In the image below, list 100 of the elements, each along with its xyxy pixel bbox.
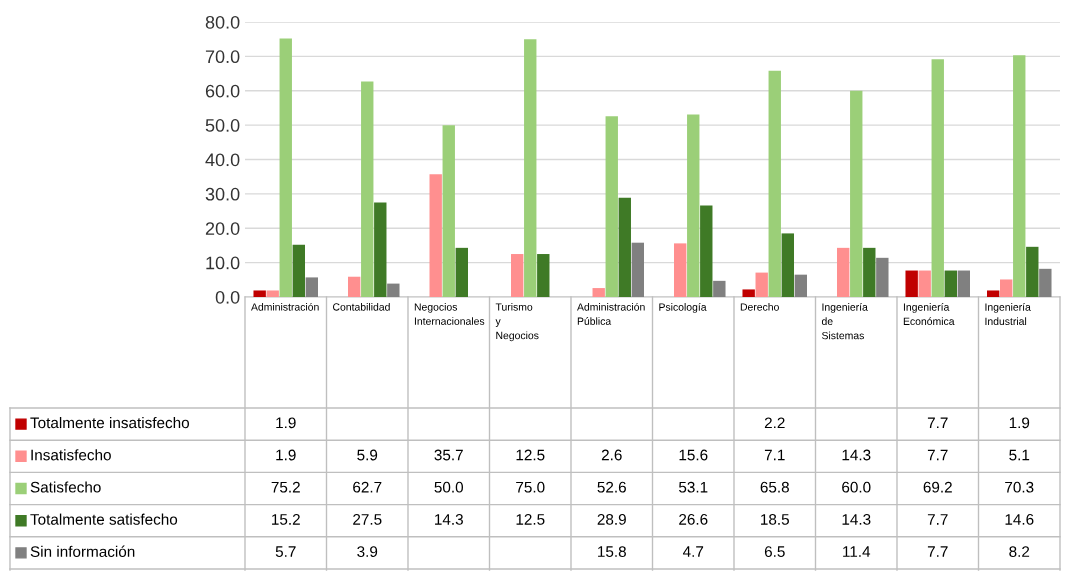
bar (1013, 55, 1026, 297)
bar (1026, 246, 1039, 297)
data-label: 14.6 (1005, 513, 1034, 525)
data-label: 14.3 (842, 513, 871, 525)
data-label: 2.2 (764, 417, 785, 429)
data-label: 62.7 (353, 481, 382, 493)
data-label: 52.6 (597, 481, 626, 493)
bar (781, 233, 794, 297)
bar (863, 247, 876, 297)
x-tick-label: Derecho (740, 303, 779, 311)
bar (631, 242, 645, 297)
data-label: 4.7 (682, 546, 704, 557)
data-label: 60.0 (842, 481, 871, 493)
data-label: 1.9 (276, 417, 296, 429)
data-label: 75.2 (271, 481, 300, 493)
bar (266, 290, 279, 297)
bar (876, 257, 889, 297)
data-label: 15.8 (598, 546, 626, 557)
data-label: 65.8 (760, 481, 789, 493)
bar (374, 202, 387, 297)
legend-label: Insatisfecho (31, 449, 111, 461)
bar (429, 174, 442, 297)
data-label: 7.1 (764, 449, 785, 461)
bar (918, 270, 931, 297)
x-tick-label: Ingeniería de Sistemas (821, 303, 868, 340)
bar (755, 272, 768, 297)
data-label: 70.3 (1005, 481, 1034, 493)
legend-label: Totalmente satisfecho (30, 513, 178, 525)
bar (348, 276, 361, 297)
bar (905, 270, 918, 297)
x-tick-label: Negocios Internacionales (414, 303, 485, 325)
bar (1000, 279, 1013, 297)
y-tick-label: 80.0 (205, 15, 240, 29)
bar (931, 59, 944, 297)
data-label: 35.7 (434, 449, 463, 461)
bar (511, 254, 524, 297)
data-label: 53.1 (679, 481, 708, 493)
data-label: 5.9 (357, 449, 378, 461)
bar (618, 197, 631, 297)
bar (361, 81, 374, 297)
bar (986, 290, 1000, 297)
data-label: 7.7 (927, 546, 948, 557)
bar (605, 116, 618, 297)
data-label: 7.7 (927, 449, 948, 461)
bar (742, 289, 755, 297)
data-label: 12.5 (516, 449, 545, 461)
x-tick-label: Ingeniería Industrial (985, 303, 1031, 326)
data-label: 75.0 (516, 481, 545, 493)
data-label: 5.1 (1009, 449, 1030, 461)
y-tick-label: 20.0 (205, 222, 240, 235)
bar (768, 70, 781, 297)
x-tick-label: Administración (251, 302, 319, 311)
data-label: 7.7 (927, 514, 948, 525)
data-label: 1.9 (1009, 417, 1030, 429)
data-label: 6.5 (764, 546, 785, 557)
bar (253, 290, 266, 297)
data-label: 14.3 (842, 449, 871, 461)
x-tick-label: Contabilidad (333, 303, 390, 311)
legend-label: Sin información (30, 545, 135, 557)
bar (592, 288, 605, 297)
data-label: 11.4 (843, 546, 871, 557)
data-label: 7.7 (927, 417, 948, 429)
data-label: 15.6 (679, 449, 708, 461)
bar (537, 254, 550, 297)
bar (279, 38, 292, 297)
data-label: 15.2 (272, 513, 300, 525)
bar (687, 114, 700, 297)
y-tick-label: 40.0 (205, 153, 240, 167)
bar (850, 90, 863, 297)
bar (957, 270, 971, 297)
bar (524, 39, 537, 297)
bar (387, 283, 400, 297)
bar (713, 280, 726, 297)
y-tick-label: 50.0 (205, 119, 240, 132)
bar (700, 205, 713, 297)
data-label: 18.5 (761, 513, 789, 525)
bar (794, 274, 808, 297)
legend-label: Totalmente insatisfecho (30, 416, 190, 429)
data-label: 26.6 (679, 513, 708, 525)
bar (442, 125, 455, 297)
y-tick-label: 0.0 (215, 290, 240, 304)
data-label: 1.9 (276, 449, 296, 461)
bar (837, 247, 850, 297)
x-tick-label: Administración Pública (577, 302, 645, 325)
y-tick-label: 60.0 (205, 84, 240, 98)
data-label: 3.9 (357, 546, 378, 557)
bar (1039, 268, 1052, 297)
data-label: 27.5 (353, 513, 382, 525)
data-label: 14.3 (435, 513, 463, 525)
bar (305, 277, 319, 297)
bar (455, 247, 468, 297)
x-tick-label: Turismo y Negocios (495, 303, 539, 342)
y-tick-label: 30.0 (205, 187, 240, 201)
x-tick-label: Psicología (659, 303, 707, 313)
data-label: 12.5 (516, 513, 545, 525)
data-label: 50.0 (434, 481, 464, 493)
data-label: 2.6 (601, 449, 622, 461)
y-tick-label: 70.0 (205, 50, 240, 64)
bar (674, 243, 687, 297)
data-label: 8.2 (1009, 546, 1030, 557)
